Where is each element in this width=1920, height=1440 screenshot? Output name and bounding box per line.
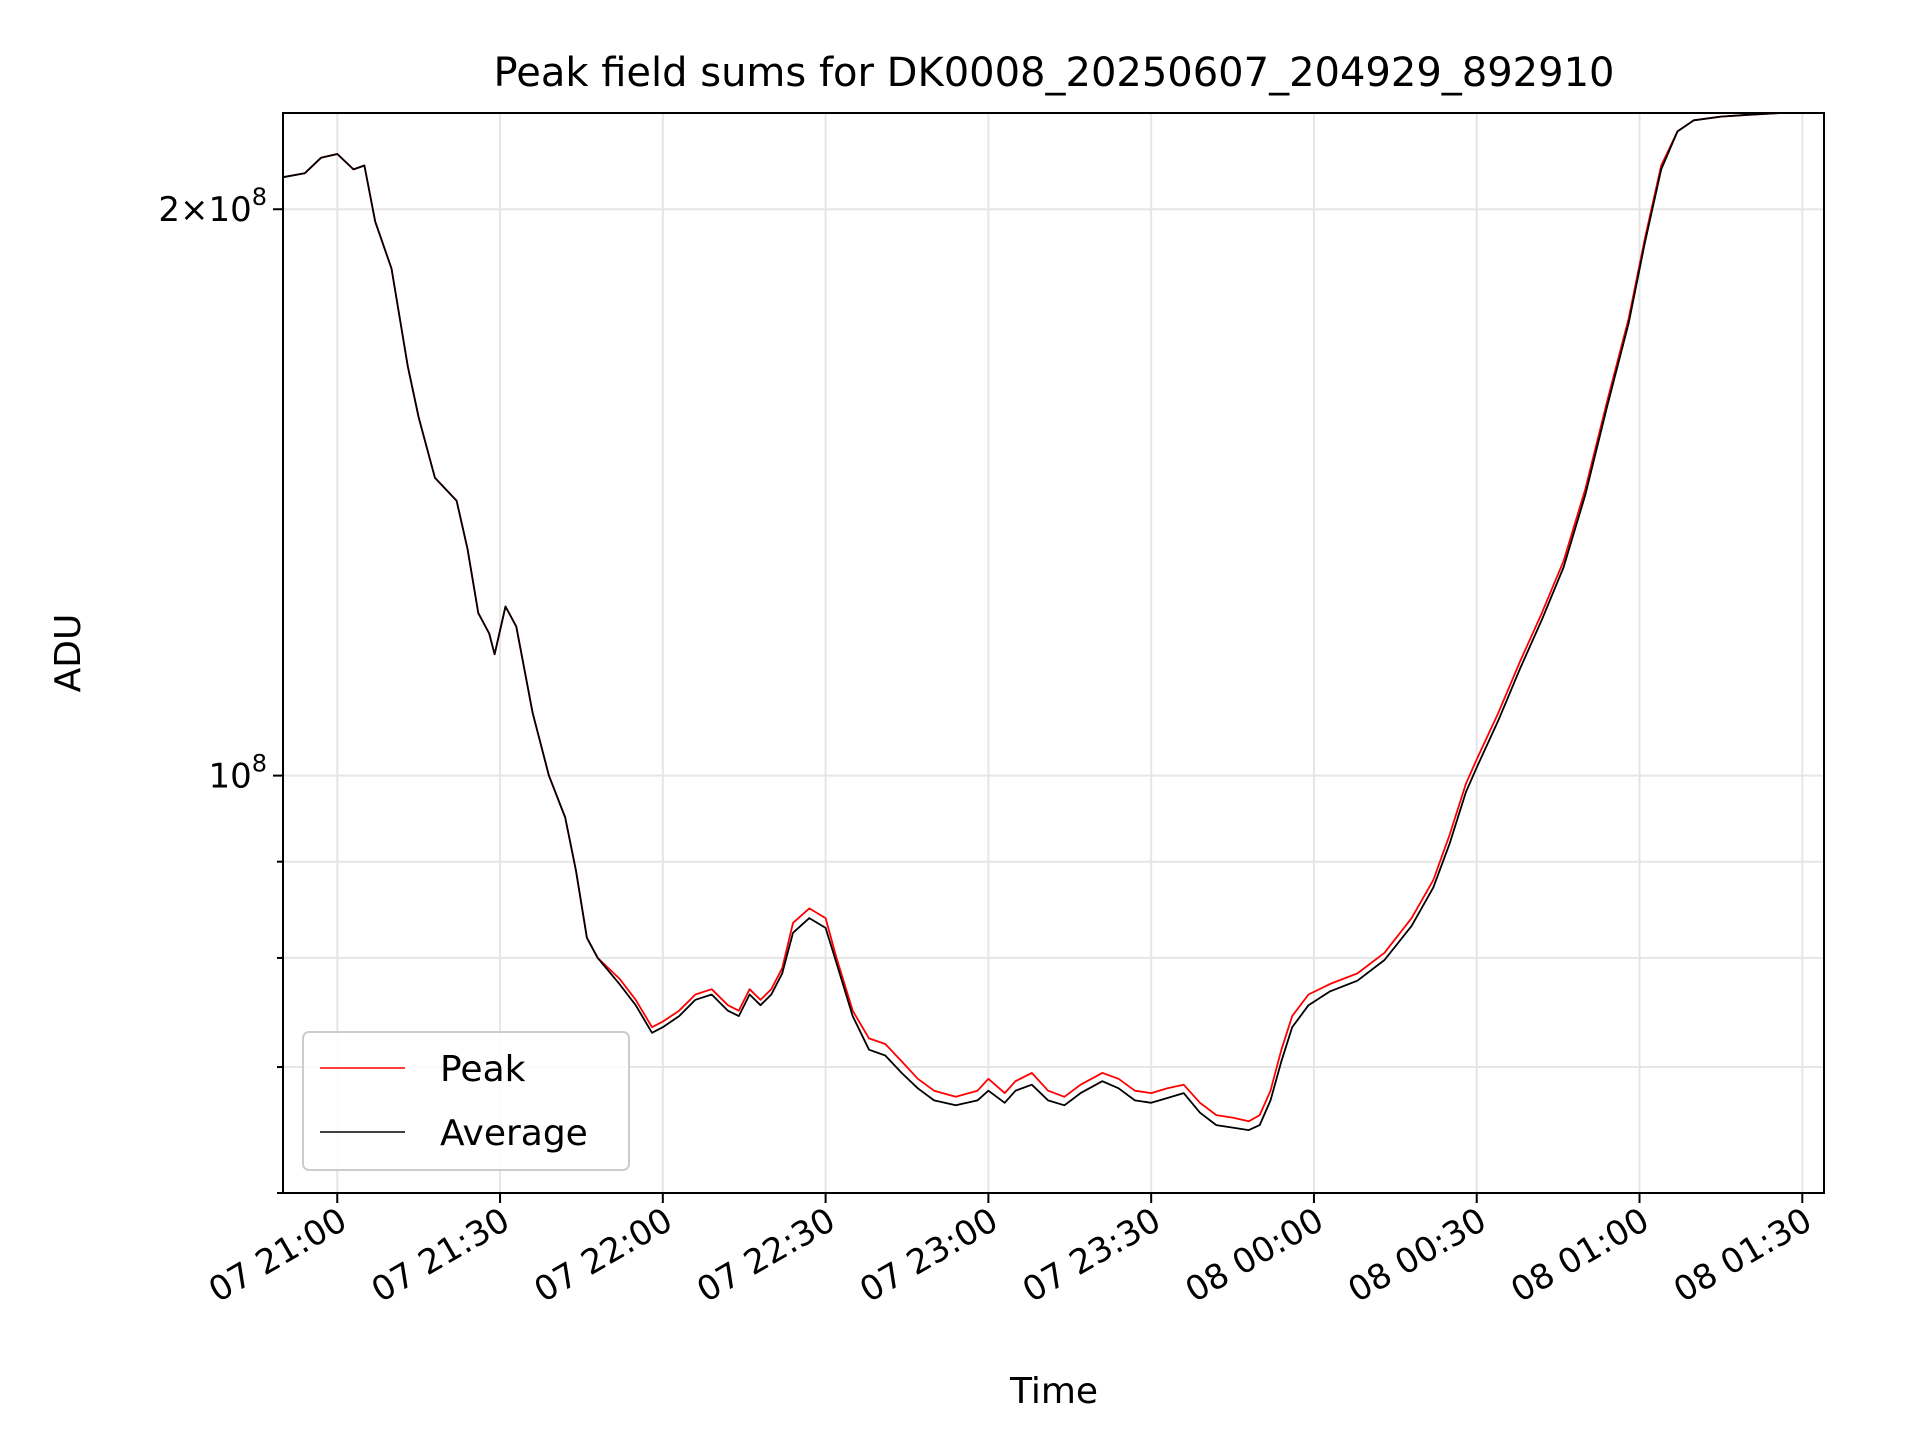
legend-label-average: Average bbox=[440, 1113, 588, 1154]
legend-box bbox=[302, 1031, 630, 1171]
legend-label-peak: Peak bbox=[440, 1049, 526, 1090]
x-axis-label: Time bbox=[1009, 1371, 1098, 1412]
y-axis: 108 2×108 bbox=[158, 183, 283, 1194]
plot-frame bbox=[282, 112, 1825, 1194]
series-layer bbox=[283, 113, 1819, 1131]
y-axis-label: ADU bbox=[48, 614, 89, 693]
plot-area bbox=[283, 113, 1819, 1131]
y-tick-label: 2×108 bbox=[158, 183, 267, 230]
chart-title: Peak field sums for DK0008_20250607_2049… bbox=[494, 50, 1615, 96]
legend: Peak Average bbox=[302, 1031, 630, 1171]
series-line-average bbox=[283, 113, 1819, 1131]
y-tick-label: 108 bbox=[208, 750, 267, 797]
